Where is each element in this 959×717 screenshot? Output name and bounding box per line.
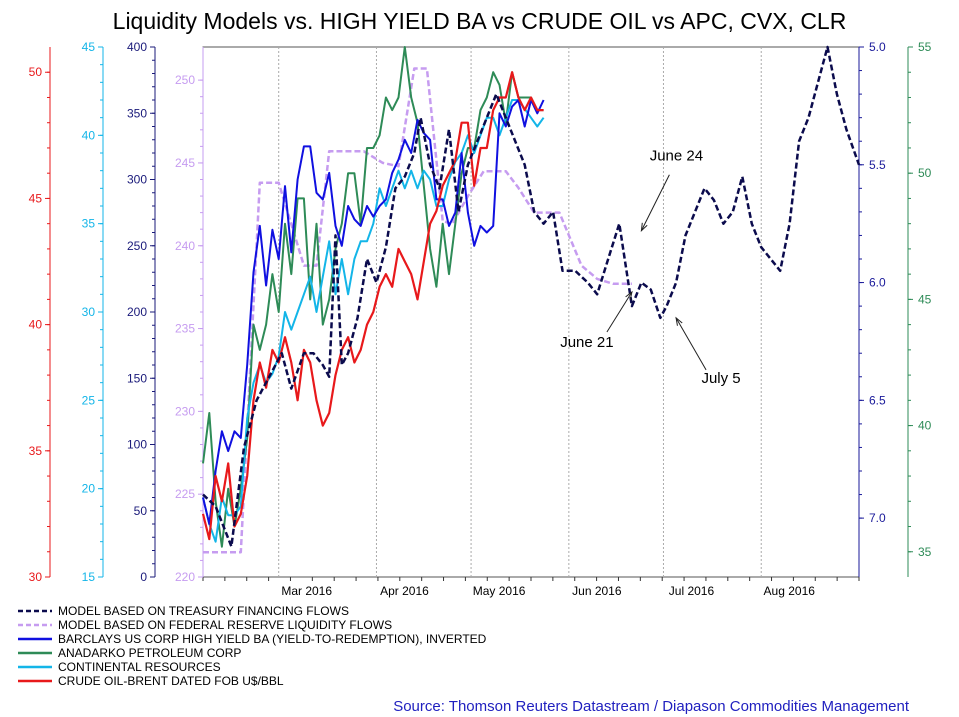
legend-label: MODEL BASED ON TREASURY FINANCING FLOWS xyxy=(58,604,349,618)
y-tick-label-apc: 55 xyxy=(918,40,932,54)
legend-item: BARCLAYS US CORP HIGH YIELD BA (YIELD-TO… xyxy=(18,632,486,646)
legend: MODEL BASED ON TREASURY FINANCING FLOWS … xyxy=(18,604,486,688)
y-tick-label-clr: 25 xyxy=(82,393,96,407)
annotation-arrow xyxy=(675,317,707,371)
legend-swatch xyxy=(18,651,52,655)
annotation-label: June 21 xyxy=(560,334,613,351)
y-tick-label-fed: 250 xyxy=(175,73,195,87)
y-tick-label-clr: 35 xyxy=(82,217,96,231)
y-tick-label-hy: 200 xyxy=(127,305,147,319)
y-tick-label-oil: 50 xyxy=(29,65,43,79)
series-line xyxy=(202,45,861,548)
y-tick-label-fed: 225 xyxy=(175,487,195,501)
y-tick-label-fed: 220 xyxy=(175,570,195,584)
legend-label: ANADARKO PETROLEUM CORP xyxy=(58,646,242,660)
axes: Mar 2016 Apr 2016 May 2016 Jun 2016 Jul 2016… xyxy=(29,40,932,598)
y-tick-label-fed: 240 xyxy=(175,239,195,253)
legend-swatch xyxy=(18,665,52,669)
series-group xyxy=(201,45,861,554)
y-tick-label-hy: 0 xyxy=(140,570,147,584)
legend-item: MODEL BASED ON FEDERAL RESERVE LIQUIDITY… xyxy=(18,618,486,632)
y-tick-label-clr: 45 xyxy=(82,40,96,54)
legend-label: CONTINENTAL RESOURCES xyxy=(58,660,221,674)
x-tick-label: May 2016 xyxy=(473,584,526,598)
y-tick-label-apc: 50 xyxy=(918,166,932,180)
legend-label: MODEL BASED ON FEDERAL RESERVE LIQUIDITY… xyxy=(58,618,393,632)
legend-label: BARCLAYS US CORP HIGH YIELD BA (YIELD-TO… xyxy=(58,632,487,646)
plot-frame xyxy=(202,46,860,578)
x-tick-label: Mar 2016 xyxy=(281,584,332,598)
legend-swatch xyxy=(18,623,52,627)
y-tick-label-fed: 235 xyxy=(175,322,195,336)
y-tick-label-hy: 150 xyxy=(127,371,147,385)
y-tick-label-treasury: 5.5 xyxy=(869,158,886,172)
source-note: Source: Thomson Reuters Datastream / Dia… xyxy=(393,698,909,715)
y-tick-label-oil: 45 xyxy=(29,191,43,205)
y-tick-label-clr: 40 xyxy=(82,128,96,142)
y-tick-label-oil: 30 xyxy=(29,570,43,584)
annotation-label: June 24 xyxy=(650,148,703,165)
y-tick-label-oil: 40 xyxy=(29,318,43,332)
legend-label: CRUDE OIL-BRENT DATED FOB U$/BBL xyxy=(58,674,284,688)
annotation-arrow xyxy=(606,291,633,333)
annotation-arrowhead xyxy=(625,290,633,300)
legend-item: ANADARKO PETROLEUM CORP xyxy=(18,646,486,660)
y-tick-label-fed: 230 xyxy=(175,404,195,418)
y-tick-label-apc: 35 xyxy=(918,545,932,559)
chart-title: Liquidity Models vs. HIGH YIELD BA vs CR… xyxy=(112,8,847,34)
y-tick-label-treasury: 5.0 xyxy=(869,40,886,54)
x-tick-label: Jul 2016 xyxy=(669,584,715,598)
legend-item: MODEL BASED ON TREASURY FINANCING FLOWS xyxy=(18,604,486,618)
series-line xyxy=(201,71,544,541)
y-tick-label-apc: 45 xyxy=(918,292,932,306)
y-tick-label-clr: 15 xyxy=(82,570,96,584)
series-line xyxy=(202,99,545,543)
legend-swatch xyxy=(18,679,52,683)
grid xyxy=(278,47,762,577)
annotation-arrowhead xyxy=(675,316,683,326)
annotation-arrowhead xyxy=(640,222,648,233)
y-tick-label-clr: 30 xyxy=(82,305,96,319)
y-tick-label-oil: 35 xyxy=(29,444,43,458)
y-tick-label-hy: 400 xyxy=(127,40,147,54)
x-tick-label: Aug 2016 xyxy=(764,584,816,598)
annotation-label: July 5 xyxy=(701,370,740,387)
legend-swatch xyxy=(18,637,52,641)
legend-swatch xyxy=(18,609,52,613)
legend-item: CONTINENTAL RESOURCES xyxy=(18,660,486,674)
y-tick-label-hy: 100 xyxy=(127,438,147,452)
y-tick-label-treasury: 6.0 xyxy=(869,276,886,290)
annotations: June 24 June 21 July 5 xyxy=(560,148,740,387)
series-line xyxy=(202,99,545,525)
y-tick-label-treasury: 7.0 xyxy=(869,511,886,525)
y-tick-label-treasury: 6.5 xyxy=(869,393,886,407)
x-tick-label: Jun 2016 xyxy=(572,584,622,598)
y-tick-label-hy: 250 xyxy=(127,239,147,253)
series-line xyxy=(202,46,544,548)
annotation-arrow xyxy=(640,174,670,231)
y-tick-label-hy: 350 xyxy=(127,106,147,120)
y-tick-label-hy: 300 xyxy=(127,173,147,187)
y-tick-label-hy: 50 xyxy=(134,504,148,518)
y-tick-label-fed: 245 xyxy=(175,156,195,170)
y-tick-label-clr: 20 xyxy=(82,482,96,496)
legend-item: CRUDE OIL-BRENT DATED FOB U$/BBL xyxy=(18,674,486,688)
y-tick-label-apc: 40 xyxy=(918,419,932,433)
x-tick-label: Apr 2016 xyxy=(380,584,429,598)
series-line xyxy=(203,67,632,554)
